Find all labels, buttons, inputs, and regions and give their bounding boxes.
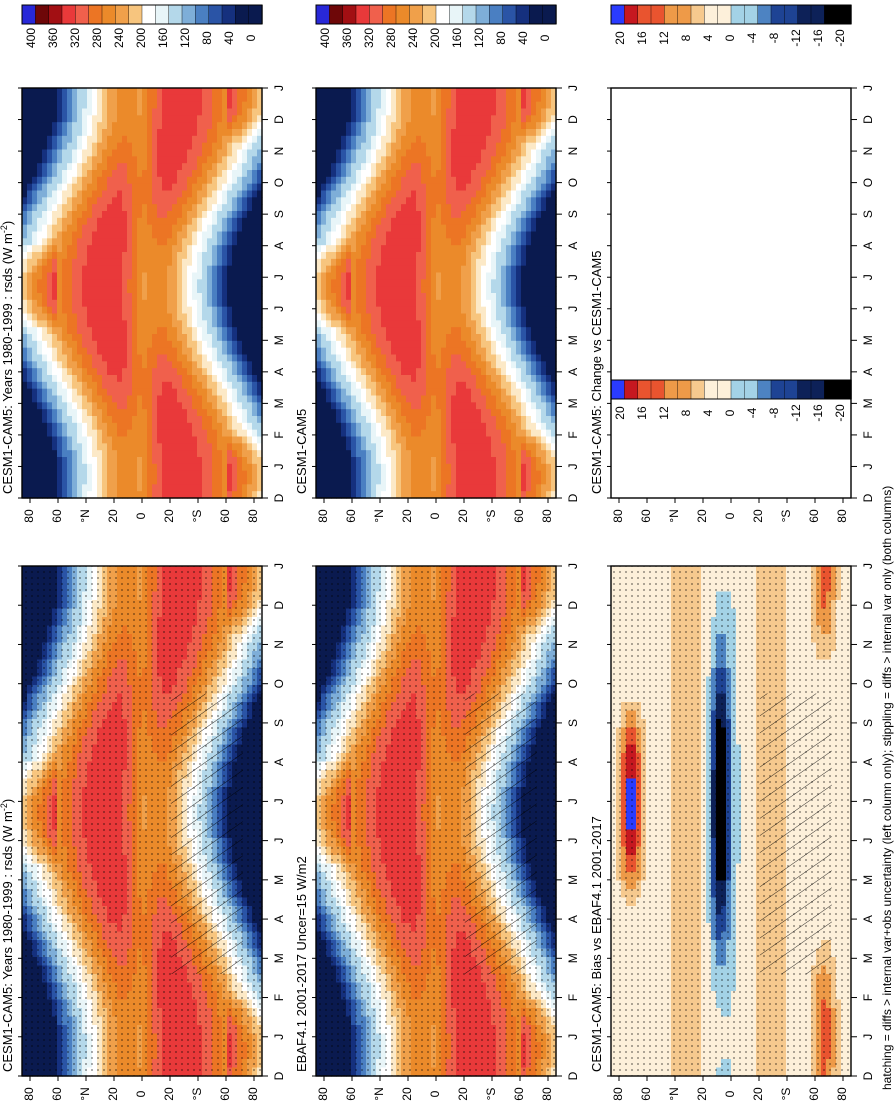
lat-tick-label: 80	[246, 1087, 260, 1101]
lat-tick-label: 20	[106, 1087, 120, 1101]
month-tick-label: M	[272, 875, 286, 885]
lat-tick-label: 60	[50, 1087, 64, 1101]
month-tick-label: A	[272, 915, 286, 923]
panel-model_left: D J F M A M J J A S O N D J 80 60 °N 20 0 20 °S 60 80 CESM1-CAM…	[0, 379, 286, 1101]
month-tick-label: J	[272, 838, 286, 844]
month-tick-label: M	[272, 953, 286, 963]
lat-tick-label: 0	[134, 1090, 148, 1097]
month-tick-label: A	[272, 758, 286, 766]
month-tick-label: N	[272, 640, 286, 649]
hatching-overlay	[170, 693, 243, 974]
lat-tick-label: 20	[162, 1087, 176, 1101]
lat-tick-label: °S	[190, 1088, 204, 1101]
month-tick-label: S	[272, 719, 286, 727]
lat-tick-label: 60	[218, 1087, 232, 1101]
month-tick-label: O	[272, 679, 286, 688]
month-tick-label: D	[272, 601, 286, 610]
lat-tick-label: °N	[78, 1087, 92, 1100]
month-tick-label: J	[272, 563, 286, 569]
panel-title: CESM1-CAM5: Years 1980-1999 : rsds (W m-…	[0, 799, 15, 1072]
month-tick-label: J	[272, 798, 286, 804]
month-tick-label: D	[272, 1071, 286, 1080]
month-tick-label: F	[272, 994, 286, 1001]
month-tick-label: J	[272, 1034, 286, 1040]
lat-tick-label: 80	[22, 1087, 36, 1101]
